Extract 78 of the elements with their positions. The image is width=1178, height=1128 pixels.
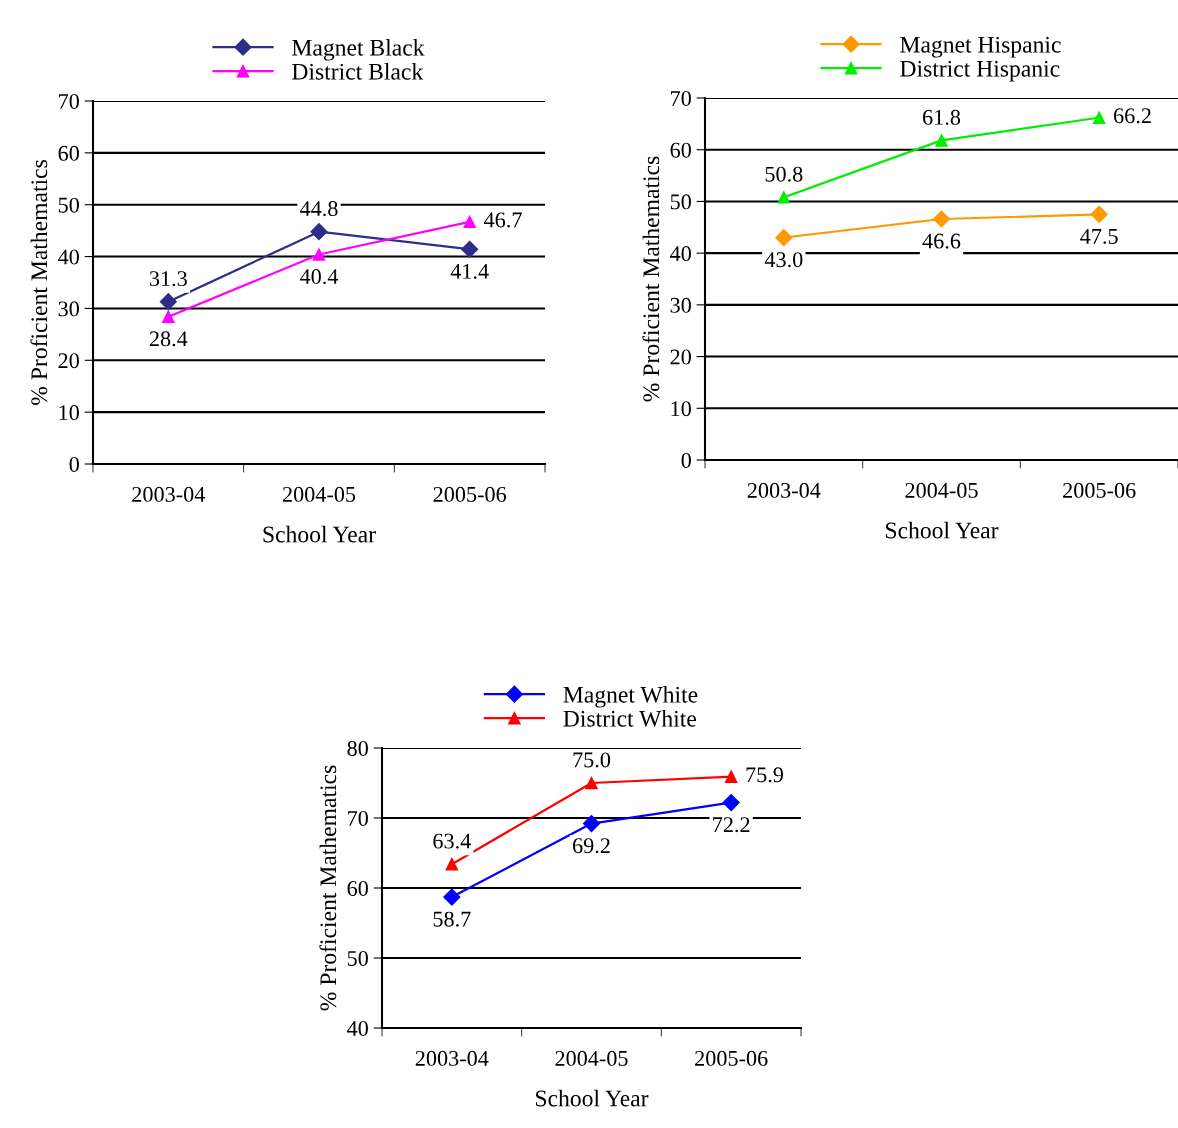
y-tick-label: 10 [59,405,79,421]
point [582,815,601,833]
legend-label: District White [563,710,696,727]
y-tick-label: 60 [58,145,79,161]
data-label: 58.7 [433,911,471,927]
data-label: 75.9 [746,767,784,783]
point [1092,111,1106,124]
data-label: 46.6 [922,233,961,249]
y-tick-label: 40 [670,246,691,262]
y-tick-label: 20 [58,353,79,369]
point [932,210,951,228]
point [162,310,175,323]
point [585,776,598,790]
data-label: 61.8 [923,109,961,125]
data-label: 46.7 [483,212,522,228]
y-axis-title: % Proficient Mathematics [319,765,337,1011]
data-label: 75.0 [573,752,611,768]
y-tick-label: 80 [347,740,368,756]
x-tick-label: 2004-05 [555,1050,628,1066]
legend-label: District Hispanic [900,60,1060,82]
point [312,248,326,261]
x-axis-title: School Year [263,525,376,543]
x-tick-label: 2005-06 [695,1050,768,1066]
x-axis-title: School Year [536,1089,649,1107]
x-tick-label: 2005-06 [433,486,507,502]
legend-label: Magnet White [563,686,698,708]
point [445,857,459,871]
data-label: 40.4 [299,269,339,285]
x-axis-title: School Year [886,521,999,539]
point [775,229,793,247]
y-tick-label: 70 [671,90,691,106]
y-tick-label: 40 [347,1020,368,1036]
y-tick-label: 0 [681,452,691,468]
point [461,240,479,258]
data-label: 66.2 [1114,108,1151,124]
x-tick-label: 2004-05 [905,482,978,498]
y-tick-label: 50 [670,194,691,210]
point [443,888,461,906]
x-tick-label: 2003-04 [132,486,206,502]
x-tick-label: 2004-05 [282,486,356,502]
point [935,134,948,147]
y-tick-label: 70 [59,93,79,109]
point [463,215,476,229]
point [777,191,791,204]
y-axis-title: % Proficient Mathematics [30,160,48,405]
data-label: 69.2 [573,838,610,854]
x-tick-label: 2005-06 [1063,482,1136,498]
y-tick-label: 10 [671,401,691,417]
data-label: 28.4 [149,331,188,347]
y-tick-label: 60 [670,142,691,158]
data-label: 72.2 [713,817,750,833]
x-tick-label: 2003-04 [747,482,821,498]
y-tick-label: 0 [69,456,79,472]
data-label: 43.0 [764,252,803,268]
data-label: 63.4 [433,833,471,849]
legend-label: Magnet Black [292,39,425,61]
y-tick-label: 30 [670,297,691,313]
point [159,293,177,311]
y-tick-label: 50 [58,197,79,213]
legend-label: Magnet Hispanic [900,36,1061,58]
data-label: 50.8 [765,166,803,182]
y-tick-label: 70 [348,810,368,826]
data-label: 47.5 [1080,229,1118,244]
point [1090,205,1108,223]
y-tick-label: 60 [347,880,368,896]
y-tick-label: 20 [670,349,691,365]
y-tick-label: 50 [347,950,368,966]
data-label: 31.3 [149,271,187,287]
y-tick-label: 40 [58,249,79,265]
data-label: 44.8 [299,201,338,217]
y-axis-title: % Proficient Mathematics [642,156,660,402]
point [724,770,738,783]
y-tick-label: 30 [58,301,79,317]
point [310,223,328,241]
legend-label: District Black [292,63,424,80]
x-tick-label: 2003-04 [415,1050,489,1066]
point [722,794,740,812]
data-label: 41.4 [450,263,489,279]
